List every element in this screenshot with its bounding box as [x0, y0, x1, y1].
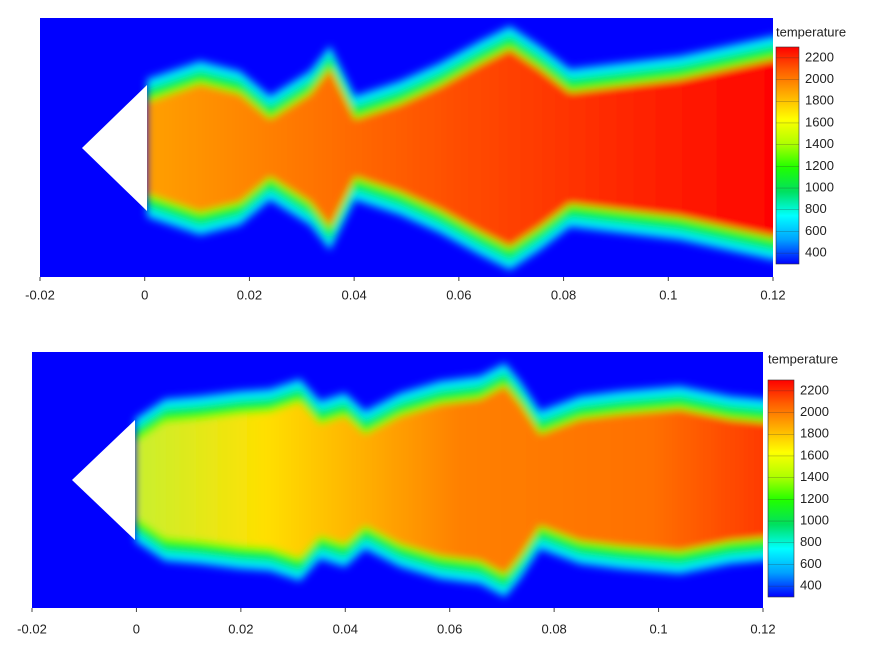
colorbar-tick-label: 400	[805, 245, 827, 260]
x-tick-label: -0.02	[25, 287, 55, 302]
colorbar-title: temperature	[768, 351, 838, 366]
x-tick-label: 0.08	[541, 621, 566, 636]
x-tick-label: 0.06	[437, 621, 462, 636]
colorbar-tick-label: 800	[800, 534, 822, 549]
colorbar-tick-label: 2200	[800, 382, 829, 397]
colorbar	[767, 379, 795, 598]
colorbar-tick-label: 1600	[800, 447, 829, 462]
colorbar-tick-label: 1400	[800, 469, 829, 484]
colorbar-tick-label: 1000	[805, 179, 834, 194]
colorbar-tick-label: 1800	[805, 93, 834, 108]
x-tick-label: 0	[141, 287, 148, 302]
x-tick-label: -0.02	[17, 621, 47, 636]
colorbar-tick-label: 1200	[800, 491, 829, 506]
colorbar-tick-label: 400	[800, 578, 822, 593]
colorbar-tick-label: 2200	[805, 49, 834, 64]
x-tick-label: 0.02	[237, 287, 262, 302]
temperature-layer	[135, 386, 763, 574]
flame-layers	[147, 25, 773, 271]
colorbar-tick-label: 2000	[805, 71, 834, 86]
x-tick-label: 0.08	[551, 287, 576, 302]
contour-panel: -0.02 0 0.02 0.04 0.06 0.08 0.1 0.12 temperature…	[17, 351, 838, 636]
x-tick-label: 0.02	[228, 621, 253, 636]
x-tick-label: 0	[133, 621, 140, 636]
x-tick-label: 0.12	[760, 287, 785, 302]
colorbar-title: temperature	[776, 24, 846, 39]
colorbar-tick-label: 1400	[805, 136, 834, 151]
x-tick-label: 0.12	[750, 621, 775, 636]
bluff-body	[82, 85, 147, 211]
contour-panel: -0.02 0 0.02 0.04 0.06 0.08 0.1 0.12 temperature…	[25, 18, 846, 302]
colorbar-tick-label: 1000	[800, 512, 829, 527]
x-tick-label: 0.1	[659, 287, 677, 302]
flame	[82, 25, 773, 271]
x-tick-label: 0.06	[446, 287, 471, 302]
flame-layers	[135, 362, 763, 598]
temperature-layer	[147, 49, 773, 247]
x-tick-label: 0.04	[333, 621, 358, 636]
colorbar-tick-label: 800	[805, 201, 827, 216]
colorbar-tick-label: 2000	[800, 404, 829, 419]
colorbar-tick-label: 600	[800, 556, 822, 571]
bluff-body	[72, 420, 135, 540]
x-tick-label: 0.04	[341, 287, 366, 302]
colorbar-tick-label: 1200	[805, 158, 834, 173]
colorbar-tick-label: 600	[805, 223, 827, 238]
colorbar-tick-label: 1800	[800, 426, 829, 441]
x-tick-label: 0.1	[650, 621, 668, 636]
colorbar-tick-label: 1600	[805, 114, 834, 129]
flame	[72, 362, 763, 598]
